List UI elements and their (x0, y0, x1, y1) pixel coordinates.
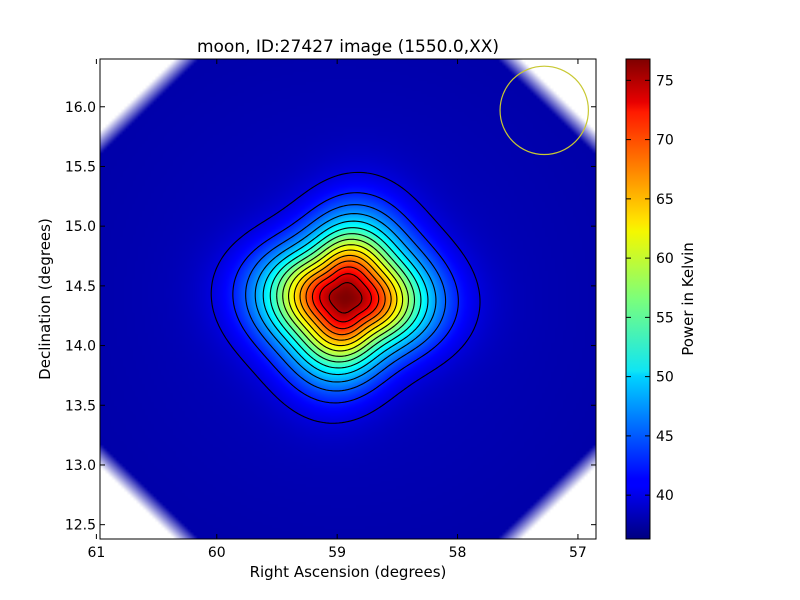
y-tick-label: 14.0 (65, 339, 96, 355)
x-tick-label: 60 (208, 545, 226, 561)
x-tick-label: 57 (569, 545, 587, 561)
y-tick-label: 15.0 (65, 219, 96, 235)
contour-line-6 (276, 233, 416, 363)
chart-title: moon, ID:27427 image (1550.0,XX) (197, 37, 499, 57)
x-tick-label: 58 (449, 545, 467, 561)
colorbar-tick-label: 40 (656, 488, 674, 504)
y-tick-label: 13.0 (65, 458, 96, 474)
contour-line-13 (319, 273, 373, 323)
colorbar-ticks: 40 45 50 55 60 65 70 75 (626, 73, 674, 504)
y-tick-label: 15.5 (65, 159, 96, 175)
y-tick-label: 12.5 (65, 518, 96, 534)
contour-line-4 (262, 220, 429, 376)
plot-frame (99, 58, 597, 540)
plot-area: 61 60 59 58 57 12.513.013.514.014.515.015.51… (65, 58, 597, 561)
colorbar-tick-label: 70 (656, 133, 674, 149)
colorbar-label: Power in Kelvin (679, 242, 697, 356)
colorbar-tick-label: 75 (656, 73, 674, 89)
colorbar-tick-label: 65 (656, 192, 674, 208)
contour-line-1 (232, 192, 459, 404)
contour-line-5 (269, 227, 422, 369)
contour-line-2 (245, 204, 447, 392)
beam-marker-circle (499, 65, 590, 156)
colorbar: 40 45 50 55 60 65 70 75 Power in Kelvin (625, 58, 697, 540)
colorbar-frame (625, 58, 651, 540)
y-axis-ticks: 12.5 13.0 13.5 14.0 14.5 15.0 15.5 16.0 (65, 100, 596, 534)
heatmap-image (100, 59, 596, 539)
colorbar-tick-label: 45 (656, 429, 674, 445)
contour-line-10 (299, 254, 392, 341)
x-tick-label: 59 (328, 545, 346, 561)
contour-line-8 (287, 244, 404, 352)
x-axis-ticks: 61 60 59 58 57 (87, 59, 587, 561)
colorbar-gradient (626, 59, 650, 539)
y-tick-label: 14.5 (65, 279, 96, 295)
contour-line-3 (254, 213, 437, 383)
x-axis-label: Right Ascension (degrees) (250, 563, 447, 581)
colorbar-tick-label: 55 (656, 310, 674, 326)
contour-line-7 (282, 238, 410, 357)
y-tick-label: 16.0 (65, 100, 96, 116)
contour-line-12 (311, 266, 380, 330)
contour-line-0 (210, 171, 481, 424)
contour-line-9 (293, 249, 398, 347)
y-axis-label: Declination (degrees) (36, 218, 54, 380)
contour-line-11 (305, 260, 386, 336)
colorbar-tick-label: 60 (656, 251, 674, 267)
colorbar-tick-label: 50 (656, 370, 674, 386)
contour-layer (210, 171, 481, 424)
x-tick-label: 61 (87, 545, 105, 561)
contour-line-14 (328, 282, 363, 314)
y-tick-label: 13.5 (65, 398, 96, 414)
